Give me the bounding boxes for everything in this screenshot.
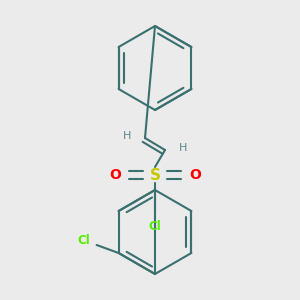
Text: S: S — [149, 167, 161, 182]
Text: Cl: Cl — [148, 220, 161, 232]
Text: O: O — [189, 168, 201, 182]
Text: O: O — [109, 168, 121, 182]
Text: H: H — [179, 143, 187, 153]
Text: H: H — [123, 131, 131, 141]
Text: Cl: Cl — [77, 235, 90, 248]
